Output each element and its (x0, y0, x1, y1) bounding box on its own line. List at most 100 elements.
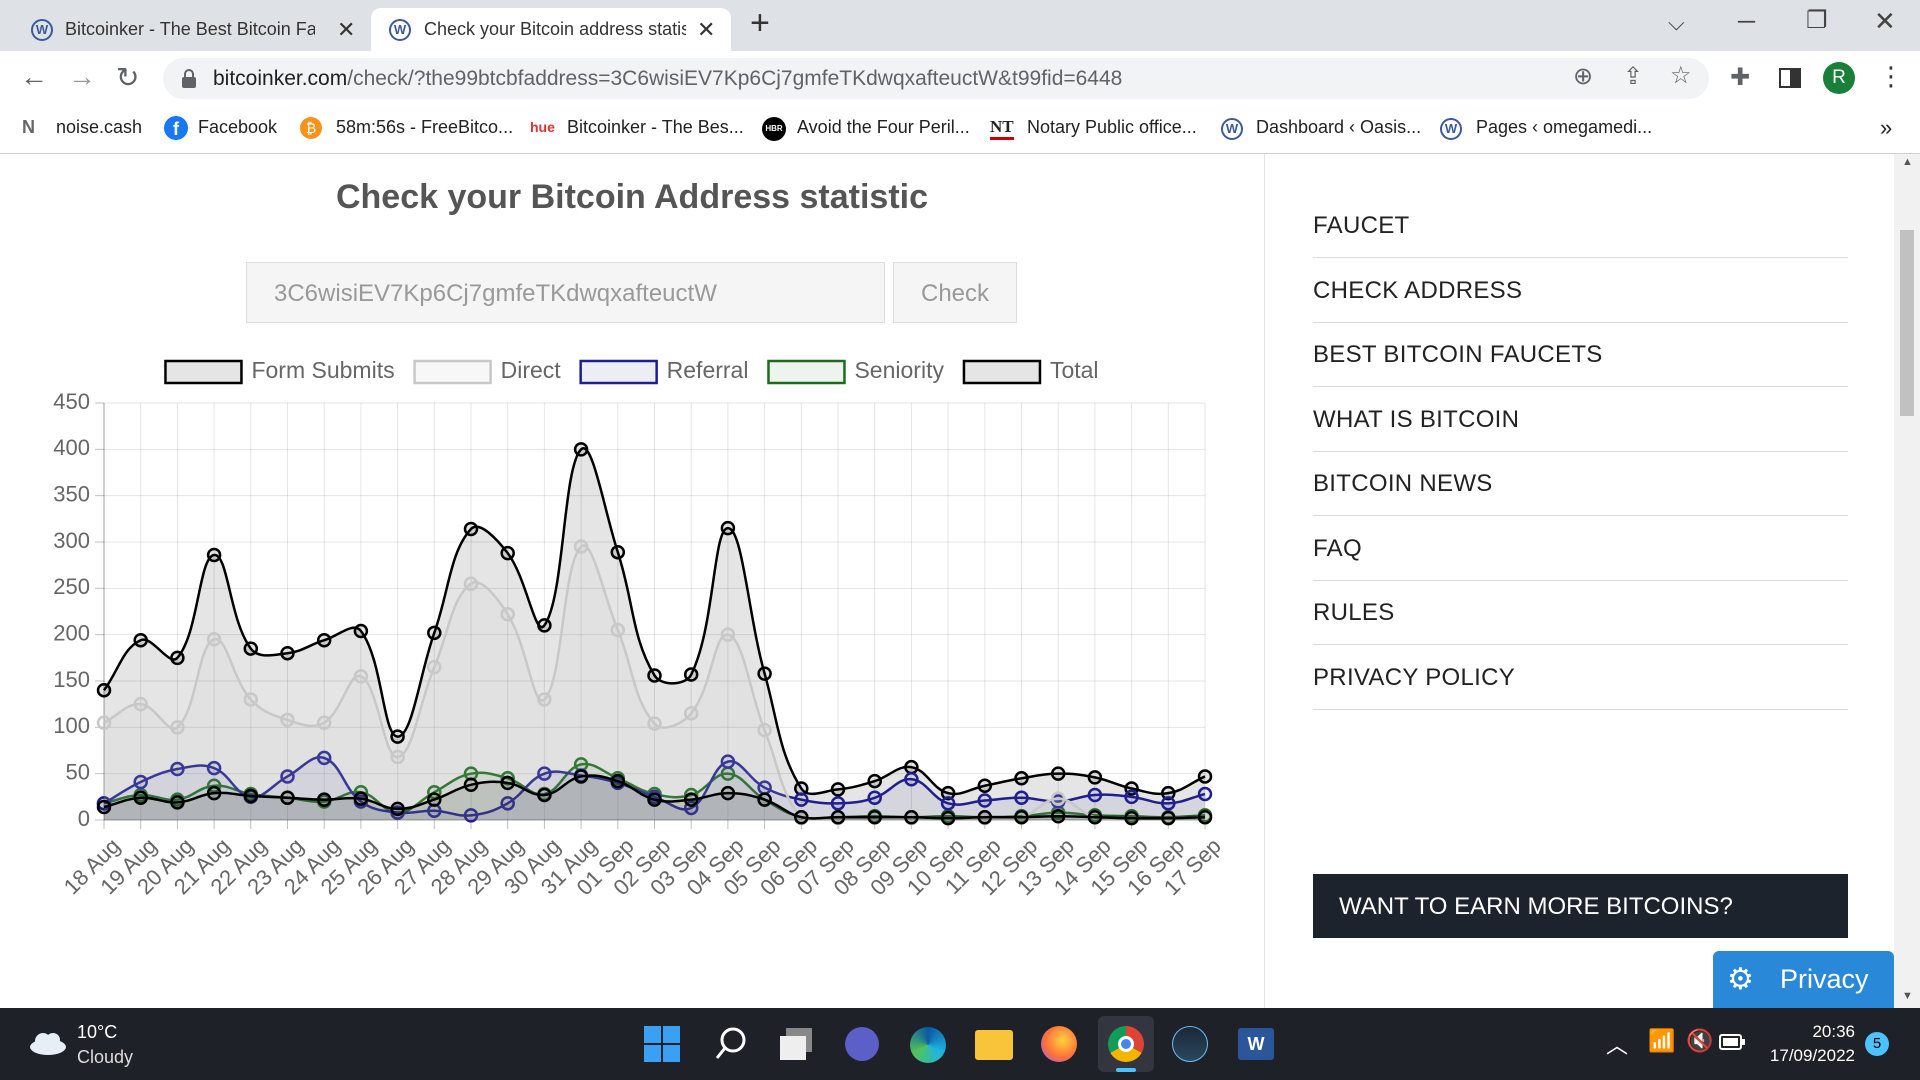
profile[interactable]: R (1823, 62, 1855, 94)
back[interactable]: ← (20, 61, 48, 92)
app-word[interactable]: W (1238, 1028, 1274, 1060)
menu-item[interactable]: BEST BITCOIN FAUCETS (1313, 323, 1848, 387)
point (683, 667, 699, 682)
point (243, 788, 259, 804)
reload[interactable]: ↻ (116, 62, 140, 93)
share[interactable]: ⇪ (1623, 63, 1644, 90)
bookmark[interactable]: 58m:56s - FreeBitco... (336, 117, 514, 137)
point (867, 790, 882, 806)
volume[interactable]: 🔇 (1686, 1028, 1714, 1053)
menu-item[interactable]: CHECK ADDRESS (1313, 259, 1848, 323)
menu-item[interactable]: PRIVACY POLICY (1313, 646, 1848, 710)
area (104, 448, 1205, 820)
point (390, 749, 405, 765)
point (757, 666, 772, 681)
close-window[interactable]: ✕ (1874, 6, 1896, 36)
y-tick-label: 400 (53, 435, 90, 460)
app-firefox[interactable] (1041, 1026, 1077, 1062)
point (96, 715, 112, 730)
notification-badge[interactable]: 5 (1865, 1032, 1889, 1056)
point (500, 545, 515, 561)
point (427, 659, 442, 675)
app-teams[interactable] (845, 1027, 879, 1061)
weather: Cloudy (77, 1047, 134, 1067)
tab-close[interactable]: ✕ (337, 17, 356, 42)
scrollbar[interactable]: ▲ ▼ (1894, 154, 1920, 1008)
more-bookmarks[interactable]: » (1880, 115, 1893, 140)
legend-label: Direct (501, 357, 562, 383)
bookmark[interactable]: Bitcoinker - The Bes... (567, 117, 744, 137)
bookmark[interactable]: Notary Public office... (1027, 117, 1197, 137)
bookmark[interactable]: Facebook (198, 117, 278, 137)
task-view[interactable] (778, 1026, 814, 1062)
bookmark[interactable]: Dashboard ‹ Oasis... (1256, 117, 1422, 137)
side-panel[interactable] (1779, 68, 1801, 88)
menu[interactable]: ⋮ (1878, 61, 1904, 91)
app-edge[interactable] (910, 1027, 946, 1063)
clock-date: 17/09/2022 (1769, 1046, 1855, 1065)
point (1197, 786, 1213, 802)
app-steam[interactable] (1172, 1026, 1208, 1062)
line (103, 774, 1206, 820)
bookmark[interactable]: noise.cash (56, 117, 143, 137)
point (170, 761, 185, 777)
point (720, 520, 736, 536)
toolbar: ← → ↻ bitcoinker.com/check/?the99btcbfad… (0, 51, 1920, 105)
point (573, 539, 589, 554)
point (1087, 809, 1103, 825)
divider (1264, 154, 1265, 1008)
tab-close[interactable]: ✕ (697, 17, 716, 42)
search-button[interactable] (714, 1026, 748, 1062)
privacy-button[interactable]: ⚙ Privacy (1713, 951, 1894, 1008)
restore[interactable]: ❐ (1806, 7, 1828, 34)
point (977, 793, 993, 808)
scroll-down[interactable]: ▼ (1902, 990, 1913, 1002)
menu-item[interactable]: FAQ (1313, 517, 1848, 581)
omnibox[interactable]: bitcoinker.com/check/?the99btcbfaddress=… (163, 58, 1709, 99)
point (133, 632, 148, 648)
scroll-thumb[interactable] (1900, 230, 1914, 416)
address-input[interactable]: 3C6wisiEV7Kp6Cj7gmfeTKdwqxafteuctW (246, 262, 885, 323)
menu-item[interactable]: WHAT IS BITCOIN (1313, 388, 1848, 452)
point (353, 623, 369, 639)
bookmark[interactable]: Avoid the Four Peril... (797, 117, 970, 137)
menu-item[interactable]: BITCOIN NEWS (1313, 452, 1848, 516)
y-tick-label: 100 (53, 713, 90, 738)
tab-search[interactable]: ⌵ (1668, 10, 1685, 35)
point (206, 785, 222, 801)
zoom[interactable]: ⊕ (1573, 63, 1594, 90)
point (647, 716, 662, 731)
extensions[interactable]: ✚ (1730, 64, 1751, 91)
point (1014, 809, 1029, 825)
menu-item[interactable]: RULES (1313, 581, 1848, 645)
minimize[interactable]: ─ (1738, 8, 1756, 35)
tab[interactable]: W Bitcoinker - The Best Bitcoin Fauc ✕ (15, 8, 367, 51)
bookmark-star[interactable]: ☆ (1670, 62, 1692, 89)
point (537, 692, 552, 707)
point (500, 607, 515, 622)
tab[interactable]: W Check your Bitcoin address statis ✕ (371, 8, 731, 51)
start-button[interactable] (644, 1026, 680, 1062)
tray-overflow[interactable]: ︿ (1606, 1033, 1629, 1058)
point (977, 809, 993, 825)
point (683, 792, 699, 807)
bookmark[interactable]: Pages ‹ omegamedi... (1476, 117, 1653, 137)
point (500, 796, 515, 811)
battery[interactable] (1719, 1034, 1745, 1050)
wifi[interactable]: 📶 (1648, 1028, 1676, 1053)
point (170, 650, 185, 666)
content: Check your Bitcoin Address statistic 3C6… (0, 154, 1894, 1008)
point (1161, 785, 1176, 801)
check-button[interactable]: Check (893, 262, 1017, 323)
promo-banner[interactable]: WANT TO EARN MORE BITCOINS? (1313, 874, 1848, 938)
new-tab[interactable]: + (750, 4, 770, 42)
scroll-up[interactable]: ▲ (1902, 156, 1913, 168)
url: bitcoinker.com/check/?the99btcbfaddress=… (213, 67, 1122, 91)
app-chrome-active[interactable] (1098, 1016, 1154, 1072)
forward[interactable]: → (68, 61, 96, 92)
legend-label: Form Submits (251, 357, 394, 383)
app-explorer[interactable] (975, 1030, 1013, 1060)
menu-item[interactable]: FAUCET (1313, 194, 1848, 258)
point (940, 796, 956, 811)
